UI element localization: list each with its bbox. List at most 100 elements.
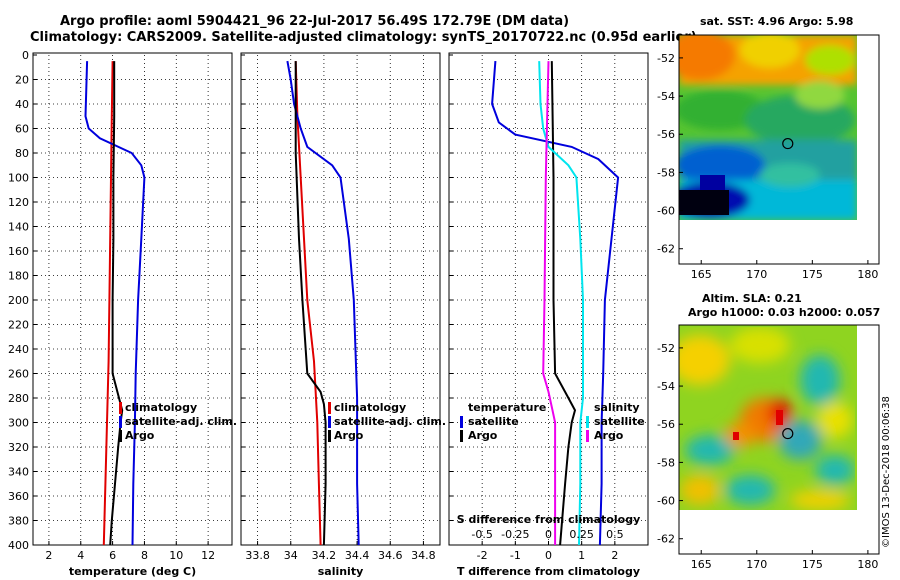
legend-label: satellite xyxy=(468,415,519,428)
x-tick-label: 0 xyxy=(545,549,552,562)
map-x-tick-label: 165 xyxy=(691,558,712,571)
y-tick-label: 20 xyxy=(15,74,29,87)
figure-title-line2: Climatology: CARS2009. Satellite-adjuste… xyxy=(30,30,697,45)
map-y-tick-label: -60 xyxy=(657,495,675,508)
map-x-tick-label: 175 xyxy=(802,558,823,571)
map-x-tick-label: 170 xyxy=(746,268,767,281)
map-y-tick-label: -58 xyxy=(657,166,675,179)
legend-swatch xyxy=(119,402,122,414)
map-y-tick-label: -52 xyxy=(657,342,675,355)
legend-swatch xyxy=(586,416,589,428)
map-y-tick-label: -54 xyxy=(657,90,675,103)
map-x-tick-label: 175 xyxy=(802,268,823,281)
legend-label: Argo xyxy=(468,429,498,442)
series-line-satellite-adj-clim- xyxy=(286,60,360,546)
series-line-s-argo xyxy=(542,61,557,545)
sla-map-axes: 165 170 175 180 -52 -54 -56 -58 -60 -62 xyxy=(657,324,880,571)
sst-map-title: sat. SST: 4.96 Argo: 5.98 xyxy=(700,15,853,28)
y-tick-label: 300 xyxy=(8,417,29,430)
temperature-panel: 0 20 40 60 80 100 120 140 160 180 200 220 240 260 280 3… xyxy=(8,49,237,578)
y-tick-label: 340 xyxy=(8,466,29,479)
legend-label: Argo xyxy=(334,429,364,442)
map-y-tick-label: -56 xyxy=(657,128,675,141)
y-tick-label: 80 xyxy=(15,147,29,160)
legend-label: satellite xyxy=(594,415,645,428)
map-x-tick-label: 180 xyxy=(857,558,878,571)
y-tick-label: 400 xyxy=(8,539,29,552)
legend-label: climatology xyxy=(334,401,406,414)
sst-map-axes: 165 170 175 180 -52 -54 -56 -58 -60 -62 xyxy=(657,34,880,281)
y-tick-label: 380 xyxy=(8,515,29,528)
legend-label: satellite-adj. clim. xyxy=(125,415,237,428)
y-tick-label: 100 xyxy=(8,172,29,185)
x-tick-label: 12 xyxy=(201,549,215,562)
y-tick-label: 40 xyxy=(15,98,29,111)
y-tick-label: 240 xyxy=(8,343,29,356)
sla-map-title-line1: Altim. SLA: 0.21 xyxy=(702,292,802,305)
sla-map-title-line2: Argo h1000: 0.03 h2000: 0.057 xyxy=(688,306,880,319)
legend-label: Argo xyxy=(125,429,155,442)
map-x-tick-label: 165 xyxy=(691,268,712,281)
x-tick-label: 4 xyxy=(77,549,84,562)
series-line-satellite-adj-clim- xyxy=(84,61,146,546)
series-line-climatology xyxy=(294,61,322,546)
x-tick-label: 34.2 xyxy=(312,549,337,562)
y-tick-label: 180 xyxy=(8,270,29,283)
y-tick-label: 0 xyxy=(22,49,29,62)
legend-label: Argo xyxy=(594,429,624,442)
sst-heatmap xyxy=(679,35,857,220)
map-x-tick-label: 180 xyxy=(857,268,878,281)
argo-float-marker xyxy=(782,137,794,150)
x-axis-label: temperature (deg C) xyxy=(69,565,196,578)
panel-frame xyxy=(240,52,441,546)
legend-swatch xyxy=(460,430,463,442)
x-tick-label: 1 xyxy=(578,549,585,562)
y-tick-label: 320 xyxy=(8,441,29,454)
y-tick-label: 140 xyxy=(8,221,29,234)
legend-swatch xyxy=(586,430,589,442)
map-y-tick-label: -58 xyxy=(657,456,675,469)
credit-text: ©IMOS 13-Dec-2018 00:06:38 xyxy=(881,396,892,548)
x-tick-label: 6 xyxy=(109,549,116,562)
x-tick-label: 34.8 xyxy=(411,549,436,562)
x-tick-label: 8 xyxy=(141,549,148,562)
s-tick-label: 0.25 xyxy=(569,528,594,541)
legend-swatch xyxy=(119,430,122,442)
legend-heading-temperature: temperature xyxy=(468,401,546,414)
x-tick-label: 10 xyxy=(169,549,183,562)
x-tick-label: 2 xyxy=(611,549,618,562)
x-axis-label: T difference from climatology xyxy=(457,565,640,578)
map-y-tick-label: -62 xyxy=(657,243,675,256)
x-tick-label: 34.6 xyxy=(378,549,403,562)
x-axis-label: salinity xyxy=(318,565,364,578)
panel-frame xyxy=(32,52,233,546)
series-line-climatology xyxy=(102,61,114,546)
legend-swatch xyxy=(119,416,122,428)
salinity-panel: 33.8 34 34.2 34.4 34.6 34.8 salinity climatolog… xyxy=(240,52,446,578)
map-y-tick-label: -56 xyxy=(657,418,675,431)
x-tick-label: 34.4 xyxy=(345,549,370,562)
series-line-t-argo xyxy=(550,61,577,546)
y-tick-label: 260 xyxy=(8,368,29,381)
legend-heading-salinity: salinity xyxy=(594,401,640,414)
legend-label: satellite-adj. clim. xyxy=(334,415,446,428)
map-y-tick-label: -52 xyxy=(657,52,675,65)
series-line-argo xyxy=(109,61,124,546)
s-tick-label: 0.5 xyxy=(606,528,624,541)
figure-title-line1: Argo profile: aoml 5904421_96 22-Jul-201… xyxy=(60,14,569,29)
legend-swatch xyxy=(328,402,331,414)
map-frame xyxy=(678,324,880,555)
sla-heatmap xyxy=(679,325,857,510)
x-tick-label: -1 xyxy=(510,549,521,562)
x-tick-label: 34 xyxy=(284,549,298,562)
series-line-s-satellite xyxy=(538,61,584,546)
y-tick-label: 360 xyxy=(8,490,29,503)
y-tick-label: 200 xyxy=(8,294,29,307)
s-tick-label: -0.25 xyxy=(501,528,529,541)
y-tick-label: 160 xyxy=(8,245,29,258)
legend-swatch xyxy=(328,430,331,442)
x-tick-label: 33.8 xyxy=(245,549,270,562)
y-tick-label: 280 xyxy=(8,392,29,405)
s-tick-label: -0.5 xyxy=(471,528,492,541)
